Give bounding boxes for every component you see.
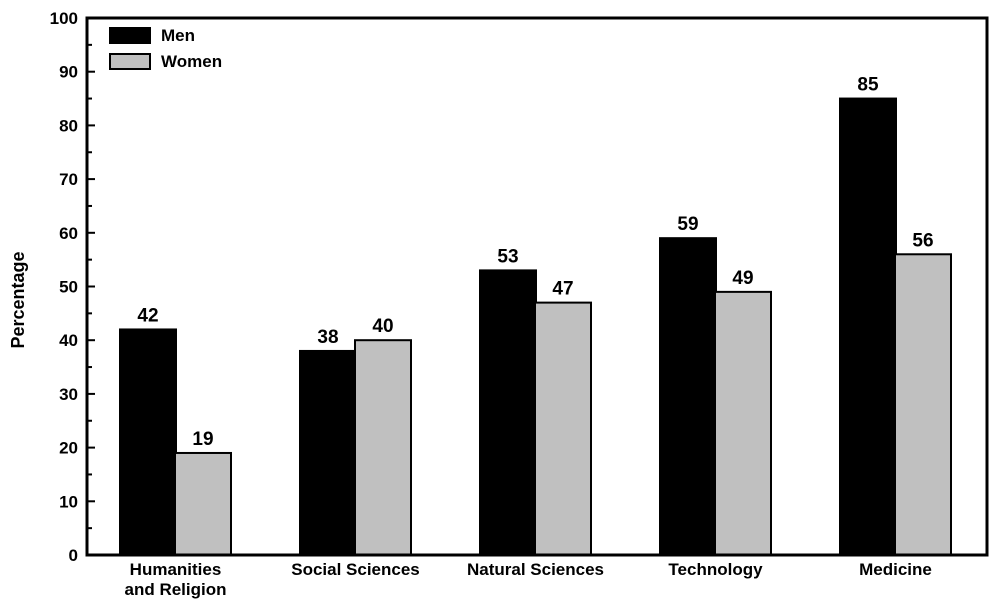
data-label-men-2: 38 (317, 327, 338, 348)
y-tick-label-40: 40 (59, 331, 78, 350)
bar-men-5 (839, 97, 897, 557)
y-axis: Humanities and Religion Social Sciences Nat… (50, 9, 932, 599)
x-tick-label-5: Medicine (859, 560, 932, 579)
bar-men-1 (119, 328, 177, 556)
y-tick-label-90: 90 (59, 63, 78, 82)
y-tick-label-10: 10 (59, 492, 78, 511)
data-label-women-2: 40 (372, 316, 393, 337)
y-tick-label-60: 60 (59, 224, 78, 243)
legend: Men Women (109, 26, 222, 71)
y-tick-label-80: 80 (59, 116, 78, 135)
data-label-men-3: 53 (497, 246, 518, 267)
x-tick-label-2: Social Sciences (291, 560, 420, 579)
y-tick-label-20: 20 (59, 439, 78, 458)
data-label-men-5: 85 (857, 75, 879, 96)
bar-women-5 (894, 253, 952, 556)
y-tick-label-70: 70 (59, 170, 78, 189)
legend-swatch-men (109, 27, 151, 44)
data-label-men-4: 59 (677, 214, 698, 235)
bar-women-1 (174, 451, 232, 556)
legend-label-men: Men (161, 26, 195, 45)
legend-label-women: Women (161, 52, 222, 71)
bar-women-3 (534, 301, 592, 556)
x-tick-label-1: Humanities and Religion (125, 560, 227, 599)
bar-men-2 (299, 349, 357, 556)
data-label-women-5: 56 (912, 230, 933, 251)
data-label-women-4: 49 (732, 268, 753, 289)
y-tick-label-50: 50 (59, 278, 78, 297)
x-tick-label-4: Technology (668, 560, 763, 579)
bar-women-4 (714, 290, 772, 556)
data-label-women-1: 19 (192, 429, 213, 450)
legend-swatch-women (109, 53, 151, 70)
x-tick-label-3: Natural Sciences (467, 560, 604, 579)
y-tick-label-100: 100 (50, 9, 78, 28)
bar-men-4 (659, 237, 717, 556)
data-label-men-1: 42 (137, 305, 158, 326)
y-tick-label-0: 0 (69, 546, 78, 565)
bar-women-2 (354, 339, 412, 557)
y-tick-label-30: 30 (59, 385, 78, 404)
plot-area: 42 19 38 40 53 47 59 49 85 56 (119, 75, 952, 557)
data-label-women-3: 47 (552, 279, 573, 300)
y-axis-label: Percentage (8, 251, 28, 348)
bar-men-3 (479, 269, 537, 556)
